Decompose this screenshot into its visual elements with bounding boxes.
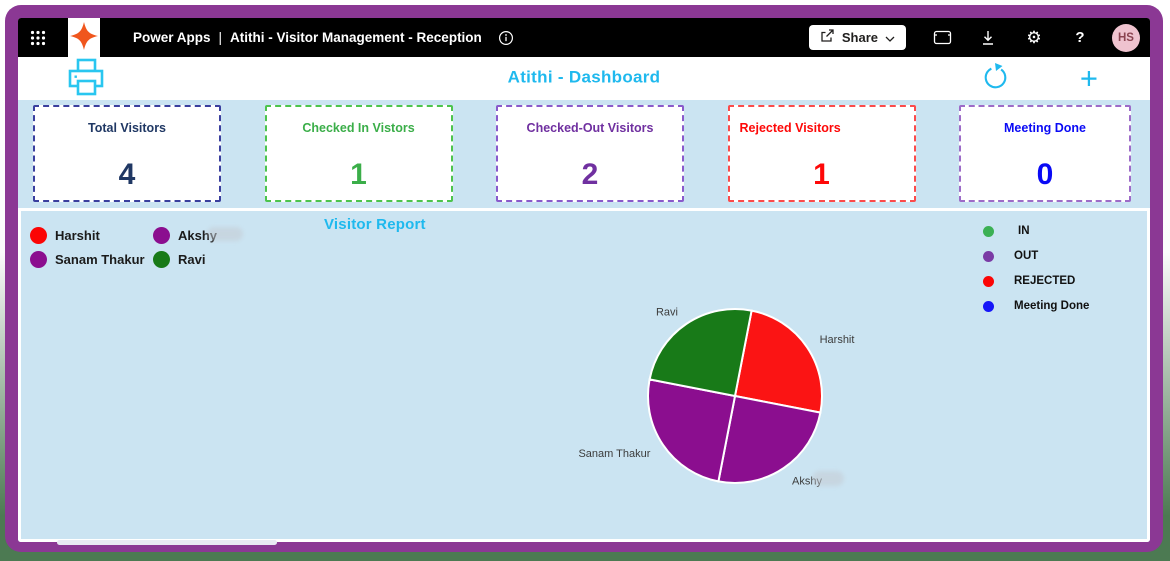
legend-dot <box>30 227 47 244</box>
legend-label: Harshit <box>55 228 100 243</box>
add-button[interactable]: + <box>1079 59 1098 95</box>
legend-dot <box>153 251 170 268</box>
share-icon <box>820 29 835 46</box>
legend-item: Harshit <box>30 227 153 244</box>
legend-dot <box>983 225 994 237</box>
power-apps-titlebar: Power Apps | Atithi - Visitor Management -… <box>18 18 1150 58</box>
stat-card-label: Checked-Out Visitors <box>526 121 654 135</box>
report-title: Visitor Report <box>324 216 426 233</box>
power-apps-logo-icon <box>70 20 98 57</box>
titlebar-actions: Share <box>808 23 1140 52</box>
stat-card-total-visitors: Total Visitors 4 <box>33 105 221 202</box>
avatar-initials: HS <box>1118 31 1134 44</box>
pie-slice-sanam-thakur[interactable] <box>647 378 737 483</box>
legend-dot <box>983 250 994 262</box>
help-icon[interactable]: ? <box>1075 29 1085 46</box>
legend-dot <box>30 251 47 268</box>
dashboard-header: Atithi - Dashboard + <box>18 57 1150 100</box>
stat-card-label: Checked In Vistors <box>302 121 415 135</box>
horizontal-scrollbar-thumb[interactable] <box>57 540 277 545</box>
download-icon[interactable] <box>978 30 998 46</box>
info-icon[interactable] <box>498 30 514 46</box>
stat-card-value: 0 <box>1036 158 1054 191</box>
legend-label: Meeting Done <box>1014 300 1090 312</box>
stat-card-label: Meeting Done <box>1004 121 1086 135</box>
stat-card-label: Total Visitors <box>87 121 167 135</box>
pie-slice-harshit[interactable] <box>733 309 823 414</box>
status-legend: IN OUT REJECTED Meeting Done <box>983 225 1089 312</box>
legend-item: OUT <box>983 250 1089 262</box>
app-window: Power Apps | Atithi - Visitor Management -… <box>18 18 1150 542</box>
pie-label: Ravi <box>656 306 678 318</box>
visitor-report-panel: Visitor Report Harshit Akshy Sanam Thaku… <box>18 208 1150 542</box>
legend-dot <box>153 227 170 244</box>
stat-card-value: 4 <box>118 158 136 191</box>
page-title: Atithi - Dashboard <box>507 66 661 86</box>
chevron-down-icon <box>885 30 895 45</box>
share-button[interactable]: Share <box>808 25 906 50</box>
stat-card-meeting-done: Meeting Done 0 <box>959 105 1131 202</box>
stat-cards-row: Total Visitors 4 Checked In Vistors 1 Ch… <box>33 105 1131 202</box>
pie-label: Sanam Thakur <box>578 448 650 460</box>
canvas-size-icon[interactable] <box>932 30 952 45</box>
brand-label: Power Apps <box>133 30 211 45</box>
stat-card-rejected: Rejected Visitors 1 <box>727 105 916 202</box>
visitor-legend: Harshit Akshy Sanam Thakur Ravi <box>30 227 217 268</box>
legend-dot <box>983 300 994 312</box>
window-frame: Power Apps | Atithi - Visitor Management -… <box>5 5 1163 552</box>
redaction-smudge <box>812 471 844 486</box>
stat-card-value: 1 <box>813 158 830 191</box>
legend-label: IN <box>1018 225 1030 237</box>
dashboard-body: Total Visitors 4 Checked In Vistors 1 Ch… <box>18 100 1150 542</box>
stat-card-checked-out: Checked-Out Visitors 2 <box>496 105 684 202</box>
redaction-smudge <box>207 227 243 241</box>
legend-item: Sanam Thakur <box>30 251 153 268</box>
stat-card-label: Rejected Visitors <box>739 121 841 135</box>
stat-card-value: 2 <box>581 158 599 191</box>
waffle-menu-icon[interactable] <box>30 30 46 46</box>
stat-card-value: 1 <box>350 158 367 191</box>
printer-icon <box>68 58 104 103</box>
app-name-label: Atithi - Visitor Management - Reception <box>230 30 482 45</box>
refresh-button[interactable] <box>982 62 1009 95</box>
title-divider: | <box>218 30 223 45</box>
legend-label: Sanam Thakur <box>55 252 145 267</box>
settings-gear-icon[interactable]: ⚙ <box>1026 28 1042 47</box>
legend-item: REJECTED <box>983 275 1089 287</box>
legend-dot <box>983 275 994 287</box>
legend-item: Meeting Done <box>983 300 1089 312</box>
stat-card-checked-in: Checked In Vistors 1 <box>264 105 453 202</box>
power-apps-logo[interactable] <box>68 18 100 58</box>
legend-label: OUT <box>1014 250 1039 262</box>
user-avatar[interactable]: HS <box>1112 23 1140 52</box>
legend-label: Ravi <box>178 252 206 267</box>
pie-slice-akshy[interactable] <box>717 394 822 484</box>
pie-slice-ravi[interactable] <box>648 308 753 398</box>
legend-label: REJECTED <box>1014 275 1076 287</box>
titlebar-title: Power Apps | Atithi - Visitor Management -… <box>133 30 482 45</box>
pie-label: Harshit <box>820 334 855 346</box>
legend-item: IN <box>983 225 1089 237</box>
share-label: Share <box>841 30 878 45</box>
legend-item: Ravi <box>153 251 217 268</box>
